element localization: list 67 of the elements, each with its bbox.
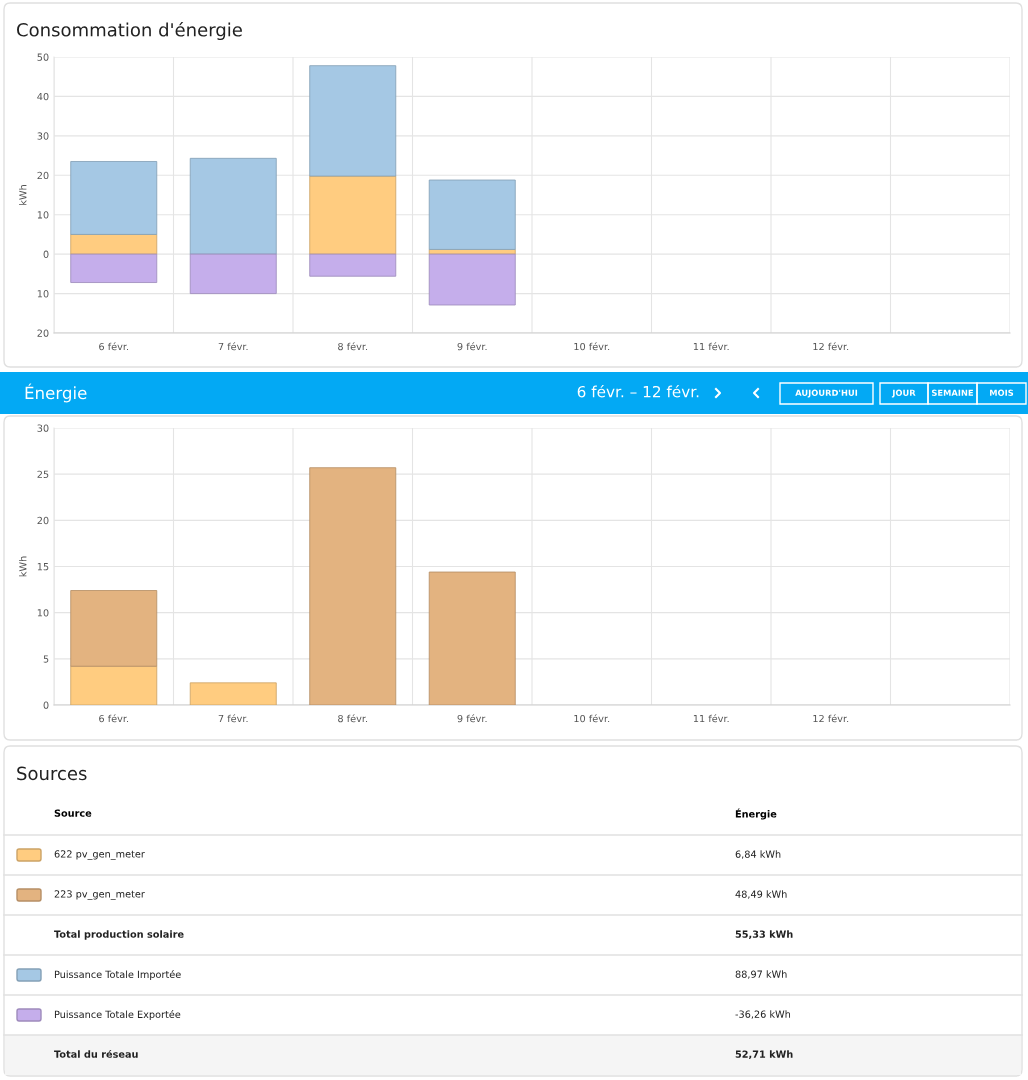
text: Total production solaire xyxy=(54,930,184,940)
x-tick-label: 8 févr. xyxy=(338,342,368,351)
y-tick-label: 20 xyxy=(37,171,49,180)
bar xyxy=(189,682,277,705)
text: Sources xyxy=(17,766,87,781)
category-label: Énergie xyxy=(735,808,777,820)
x-tick-label: 7 févr. xyxy=(218,342,248,351)
text: 6,84 kWh xyxy=(735,850,781,859)
x-tick-label: 11 févr. xyxy=(693,714,729,723)
text: Total du réseau xyxy=(54,1049,138,1058)
y-tick-label: 10 xyxy=(37,290,49,298)
x-tick-label: 10 févr. xyxy=(574,714,610,723)
text: 48,49 kWh xyxy=(735,890,787,899)
y-tick-label: 30 xyxy=(37,424,49,432)
text: MOIS xyxy=(990,389,1014,396)
bar xyxy=(189,157,277,255)
y-tick-label: 5 xyxy=(43,655,49,663)
chart-title: Consommation d'énergie xyxy=(17,21,242,41)
bar xyxy=(70,665,158,705)
y-tick-label: 20 xyxy=(37,329,49,337)
x-tick-label: 8 févr. xyxy=(338,714,368,723)
y-tick-label: 0 xyxy=(43,701,49,709)
y-tick-label: 10 xyxy=(37,211,49,219)
y-tick-label: 20 xyxy=(37,516,49,525)
x-tick-label: 12 févr. xyxy=(813,342,849,351)
y-tick-label: 25 xyxy=(37,470,49,478)
text: 622 pv_gen_meter xyxy=(54,850,145,860)
y-tick-label: 40 xyxy=(37,92,49,101)
bar xyxy=(70,590,158,667)
text: Énergie xyxy=(25,383,87,403)
bar xyxy=(70,161,158,235)
x-tick-label: 6 févr. xyxy=(99,714,129,723)
text: 55,33 kWh xyxy=(735,930,793,940)
x-tick-label: 6 févr. xyxy=(99,342,129,351)
bar xyxy=(428,179,516,250)
y-tick-label: 50 xyxy=(37,53,49,61)
x-tick-label: 10 févr. xyxy=(574,342,610,351)
bar xyxy=(309,253,397,277)
bar xyxy=(309,467,397,705)
bar xyxy=(309,175,397,255)
text: SEMAINE xyxy=(932,389,973,396)
y-tick-label: 0 xyxy=(43,250,49,258)
y-axis-title: kWh xyxy=(19,556,27,577)
x-tick-label: 9 févr. xyxy=(457,714,487,723)
text: JOUR xyxy=(891,389,916,398)
bar xyxy=(189,253,277,294)
y-tick-label: 10 xyxy=(37,609,49,617)
text: Puissance Totale Importée xyxy=(54,970,181,980)
text: 88,97 kWh xyxy=(735,970,787,979)
x-tick-label: 9 févr. xyxy=(457,342,487,351)
bar xyxy=(428,253,516,306)
x-tick-label: 11 févr. xyxy=(693,342,729,351)
bar xyxy=(309,65,397,177)
x-tick-label: 12 févr. xyxy=(813,714,849,723)
text: 52,71 kWh xyxy=(735,1050,793,1060)
text: AUJOURD'HUI xyxy=(795,389,858,398)
text: -36,26 kWh xyxy=(735,1010,791,1019)
y-axis-title: kWh xyxy=(19,185,27,205)
text: 6 févr. – 12 févr. xyxy=(577,385,699,398)
text: Puissance Totale Exportée xyxy=(54,1010,181,1020)
text: 223 pv_gen_meter xyxy=(54,890,145,900)
x-tick-label: 7 févr. xyxy=(218,714,248,723)
y-tick-label: 15 xyxy=(37,563,49,571)
y-tick-label: 30 xyxy=(37,132,49,140)
bar xyxy=(70,253,158,283)
category-label: Source xyxy=(54,809,92,817)
bar xyxy=(428,571,516,705)
